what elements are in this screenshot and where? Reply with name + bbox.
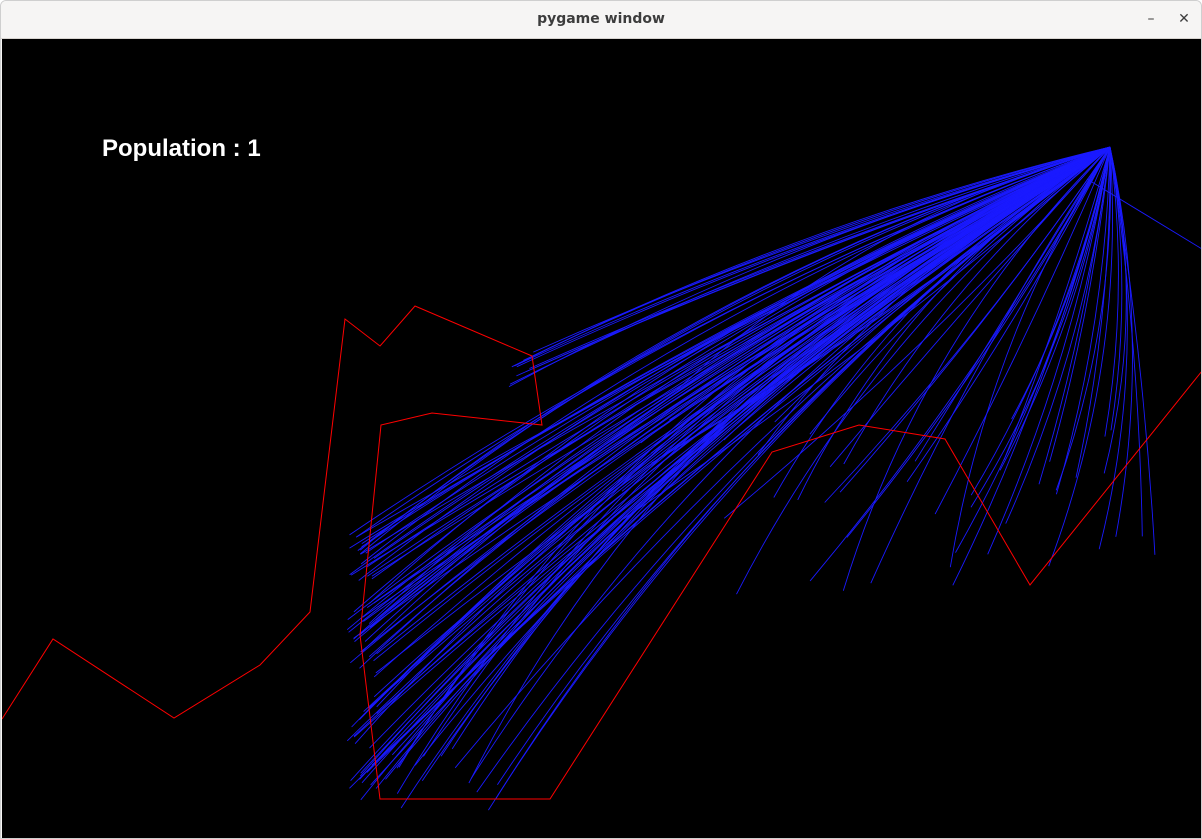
ray-line xyxy=(1048,146,1113,567)
ray-line xyxy=(809,146,1111,582)
ray-line xyxy=(354,146,1111,744)
title-bar[interactable]: pygame window – ✕ xyxy=(1,1,1201,39)
ray-line xyxy=(846,146,1111,538)
ray-line xyxy=(358,146,1111,581)
ray-line xyxy=(468,146,1111,784)
ray-line xyxy=(676,146,1111,390)
ray-line xyxy=(906,146,1111,482)
ray-line xyxy=(454,146,1111,769)
ray-line xyxy=(359,146,1111,669)
ray-line xyxy=(1038,146,1111,485)
ray-line xyxy=(914,146,1111,462)
ray-line xyxy=(658,146,1111,459)
ray-line xyxy=(809,146,1111,435)
scene-svg xyxy=(2,146,1201,811)
ray-line xyxy=(651,146,1111,464)
ray-line xyxy=(414,146,1111,766)
ray-line xyxy=(970,146,1111,508)
ray-line xyxy=(1086,178,1201,249)
ray-line xyxy=(451,146,1111,750)
ray-line xyxy=(839,146,1111,493)
ray-line xyxy=(511,146,1111,368)
ray-line xyxy=(400,146,1111,809)
ray-line xyxy=(348,146,1111,633)
ray-line xyxy=(1109,146,1143,537)
ray-line xyxy=(369,146,1111,749)
ray-line xyxy=(421,146,1111,781)
ray-line xyxy=(1075,146,1111,478)
ray-line xyxy=(357,146,1111,551)
ray-line xyxy=(396,146,1111,794)
close-button[interactable]: ✕ xyxy=(1178,11,1190,27)
ray-line xyxy=(356,146,1111,538)
ray-line xyxy=(1109,146,1133,537)
ray-line xyxy=(702,146,1111,415)
ray-line xyxy=(373,146,1111,604)
ray-line xyxy=(843,146,1111,465)
ray-line xyxy=(955,146,1111,553)
ray-line xyxy=(1049,146,1111,462)
ray-line xyxy=(488,146,1111,811)
population-counter: Population : 1 xyxy=(102,135,261,162)
ray-line xyxy=(842,146,1111,591)
ray-line xyxy=(470,146,1111,779)
ray-line xyxy=(824,146,1111,503)
ray-line xyxy=(1055,146,1111,495)
ray-line xyxy=(1104,146,1119,437)
ray-line xyxy=(736,146,1111,595)
ray-line xyxy=(1109,146,1156,555)
ray-line xyxy=(949,146,1111,568)
ray-line xyxy=(371,146,1111,580)
ray-line xyxy=(366,146,1111,608)
ray-line xyxy=(373,146,1111,559)
ray-line xyxy=(797,146,1111,501)
ray-line xyxy=(359,146,1111,551)
ray-line xyxy=(1103,146,1127,474)
window-title: pygame window xyxy=(537,11,665,27)
ray-line xyxy=(640,146,1111,444)
ray-line xyxy=(398,146,1111,768)
ray-line xyxy=(361,146,1111,544)
minimize-button[interactable]: – xyxy=(1147,11,1155,27)
ray-line xyxy=(757,146,1111,455)
ray-line xyxy=(359,146,1111,777)
track-outline xyxy=(2,305,1201,800)
ray-line xyxy=(516,146,1111,368)
ray-line xyxy=(396,146,1111,769)
ray-line xyxy=(514,146,1111,367)
ray-line xyxy=(987,146,1111,555)
ray-line xyxy=(870,146,1111,584)
ray-line xyxy=(1003,146,1111,461)
ray-bundle xyxy=(346,146,1201,811)
ray-line xyxy=(355,146,1111,538)
ray-line xyxy=(622,146,1111,520)
ray-line xyxy=(353,146,1111,738)
ray-line xyxy=(509,146,1111,385)
ray-line xyxy=(773,146,1111,498)
ray-line xyxy=(350,146,1111,664)
ray-line xyxy=(952,146,1111,586)
track-left-outer-edge xyxy=(2,305,1201,800)
ray-line xyxy=(353,146,1111,737)
ray-line xyxy=(621,146,1111,492)
ray-line xyxy=(423,146,1111,757)
game-canvas[interactable]: Population : 1 xyxy=(2,39,1201,838)
ray-line xyxy=(495,146,1111,800)
